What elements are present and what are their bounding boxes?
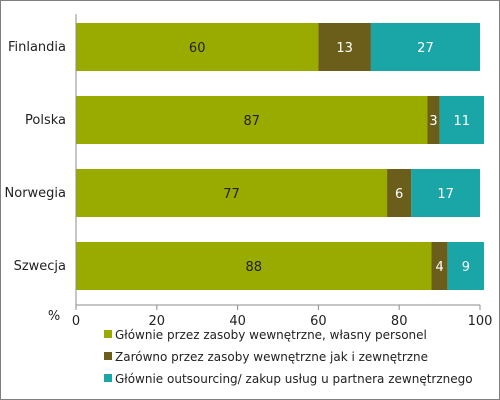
bar-segment <box>370 23 480 71</box>
legend-item: Głównie outsourcing/ zakup usług u partn… <box>104 372 473 386</box>
data-label: 17 <box>437 187 454 202</box>
bars-layer: Finlandia 60 13 27 Polska 87 3 11 Norwegia 77 6 17 S… <box>5 23 485 290</box>
data-label: 87 <box>243 114 260 129</box>
legend-label: Głównie przez zasoby wewnętrzne, własny … <box>115 328 427 342</box>
category-label: Polska <box>25 113 66 128</box>
data-label: 77 <box>223 187 240 202</box>
data-label: 88 <box>245 260 262 275</box>
legend-label: Zarówno przez zasoby wewnętrzne jak i ze… <box>115 350 428 364</box>
category-label: Norwegia <box>5 186 66 201</box>
legend-swatch <box>104 352 112 360</box>
bar-segment <box>76 23 319 71</box>
data-label: 11 <box>454 114 471 129</box>
x-tick-label: 0 <box>72 314 80 329</box>
data-label: 9 <box>462 260 470 275</box>
data-label: 4 <box>435 260 443 275</box>
data-label: 60 <box>189 41 206 56</box>
legend-swatch <box>104 374 112 382</box>
bar-segment <box>431 242 448 290</box>
bar-segment <box>439 96 485 144</box>
bar-segment <box>387 169 412 217</box>
x-tick-label: 100 <box>468 314 493 329</box>
x-tick-label: 20 <box>149 314 166 329</box>
legend-item: Zarówno przez zasoby wewnętrzne jak i ze… <box>104 350 428 364</box>
bar-segment <box>318 23 371 71</box>
bar-segment <box>76 169 388 217</box>
x-tick-label: 60 <box>310 314 327 329</box>
data-label: 27 <box>417 41 434 56</box>
bar-segment <box>76 96 428 144</box>
data-label: 3 <box>429 114 437 129</box>
x-tick-label: 40 <box>229 314 246 329</box>
data-label: 6 <box>395 187 403 202</box>
data-label: 13 <box>336 41 353 56</box>
bar-segment <box>427 96 440 144</box>
legend: Głównie przez zasoby wewnętrzne, własny … <box>104 328 473 386</box>
category-label: Szwecja <box>14 259 66 274</box>
legend-swatch <box>104 330 112 338</box>
x-axis-unit-label: % <box>48 309 60 324</box>
bar-segment <box>447 242 485 290</box>
category-label: Finlandia <box>8 40 66 55</box>
bar-segment <box>76 242 432 290</box>
legend-item: Głównie przez zasoby wewnętrzne, własny … <box>104 328 427 342</box>
legend-label: Głównie outsourcing/ zakup usług u partn… <box>115 372 473 386</box>
x-axis: % 0 20 40 60 80 100 <box>48 14 493 329</box>
bar-segment <box>411 169 480 217</box>
x-tick-label: 80 <box>391 314 408 329</box>
